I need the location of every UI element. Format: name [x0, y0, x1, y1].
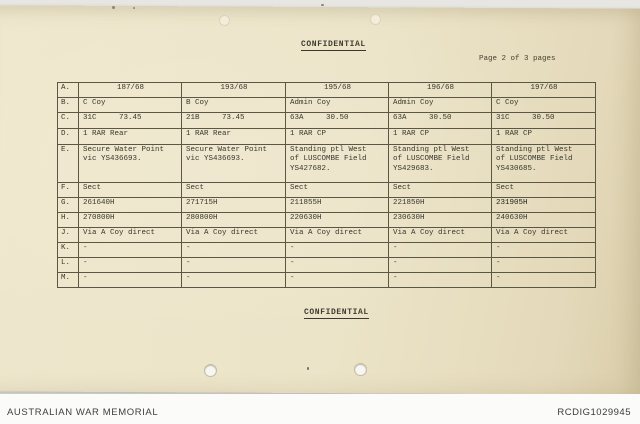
confidential-stamp-bottom: CONFIDENTIAL: [304, 308, 369, 319]
table-cell: Via A Coy direct: [388, 227, 492, 243]
table-cell: Sect: [78, 182, 182, 198]
table-cell: Standing ptl West of LUSCOMBE Field YS43…: [491, 144, 596, 183]
table-cell: -: [491, 242, 596, 258]
table-cell: -: [491, 272, 596, 288]
table-row: F. Sect Sect Sect Sect Sect: [57, 182, 596, 198]
table-cell: 31C 73.45: [78, 112, 182, 129]
table-row: C. 31C 73.45 21B 73.45 63A 30.50 63A 30.50 31…: [57, 112, 596, 129]
row-label: F.: [57, 182, 79, 198]
table-cell: 1 RAR CP: [285, 128, 389, 145]
table-cell: -: [285, 242, 389, 258]
paper-speck: [112, 6, 115, 9]
table-cell: 270800H: [78, 212, 182, 228]
punch-hole: [370, 14, 381, 25]
punch-hole: [204, 364, 217, 377]
table-row: D. 1 RAR Rear 1 RAR Rear 1 RAR CP 1 RAR CP 1 …: [57, 128, 596, 145]
table-row: G. 261640H 271715H 211855H 221850H 231905H: [57, 197, 596, 213]
table-cell: 63A 30.50: [285, 112, 389, 129]
table-cell: 1 RAR Rear: [78, 128, 182, 145]
table-cell: Via A Coy direct: [78, 227, 182, 243]
viewer-footer-bar: AUSTRALIAN WAR MEMORIAL RCDIG1029945: [0, 394, 640, 424]
row-label: L.: [57, 257, 79, 273]
table-cell: 231905H: [491, 197, 596, 213]
table-cell: 240630H: [491, 212, 596, 228]
table-cell: 271715H: [181, 197, 286, 213]
table-cell: -: [388, 272, 492, 288]
table-cell: Secure Water Point vic YS436693.: [78, 144, 182, 183]
table-cell: C Coy: [78, 97, 182, 113]
row-label: C.: [57, 112, 79, 129]
table-row: A. 187/68 193/68 195/68 196/68 197/68: [57, 82, 596, 98]
table-cell: -: [388, 242, 492, 258]
table-cell: -: [285, 272, 389, 288]
table-cell: Sect: [388, 182, 492, 198]
table-cell: B Coy: [181, 97, 286, 113]
row-label: K.: [57, 242, 79, 258]
row-label: M.: [57, 272, 79, 288]
table-cell: Standing ptl West of LUSCOMBE Field YS42…: [388, 144, 492, 183]
table-cell: -: [78, 272, 182, 288]
page-number-label: Page 2 of 3 pages: [479, 55, 556, 63]
table-row: M. - - - - -: [57, 272, 596, 288]
paper-speck: [307, 367, 309, 370]
table-cell: 220630H: [285, 212, 389, 228]
table-cell: Standing ptl West of LUSCOMBE Field YS42…: [285, 144, 389, 183]
table-cell: 195/68: [285, 82, 389, 98]
table-row: E. Secure Water Point vic YS436693. Secure…: [57, 144, 596, 183]
confidential-stamp-top: CONFIDENTIAL: [301, 40, 366, 51]
table-cell: -: [388, 257, 492, 273]
table-cell: Secure Water Point vic YS436693.: [181, 144, 286, 183]
table-cell: C Coy: [491, 97, 596, 113]
table-cell: 1 RAR Rear: [181, 128, 286, 145]
table-row: H. 270800H 280800H 220630H 230630H 240630H: [57, 212, 596, 228]
row-label: G.: [57, 197, 79, 213]
paper-speck: [133, 7, 135, 9]
row-label: D.: [57, 128, 79, 145]
row-label: E.: [57, 144, 79, 183]
table-cell: 211855H: [285, 197, 389, 213]
table-cell: 230630H: [388, 212, 492, 228]
paper-speck: [321, 4, 324, 6]
table-cell: -: [181, 272, 286, 288]
punch-hole: [354, 363, 367, 376]
table-cell: 21B 73.45: [181, 112, 286, 129]
table-row: L. - - - - -: [57, 257, 596, 273]
operations-schedule-table: A. 187/68 193/68 195/68 196/68 197/68 B. C Coy B…: [57, 82, 596, 288]
table-cell: -: [491, 257, 596, 273]
table-cell: 196/68: [388, 82, 492, 98]
punch-hole: [219, 15, 230, 26]
table-cell: Via A Coy direct: [181, 227, 286, 243]
table-cell: -: [181, 242, 286, 258]
table-cell: -: [78, 242, 182, 258]
row-label: B.: [57, 97, 79, 113]
table-cell: 221850H: [388, 197, 492, 213]
table-cell: -: [78, 257, 182, 273]
table-cell: Admin Coy: [285, 97, 389, 113]
table-row: B. C Coy B Coy Admin Coy Admin Coy C Coy: [57, 97, 596, 113]
archive-name-label: AUSTRALIAN WAR MEMORIAL: [7, 407, 159, 418]
row-label: H.: [57, 212, 79, 228]
table-cell: 1 RAR CP: [491, 128, 596, 145]
table-cell: 187/68: [78, 82, 182, 98]
table-cell: -: [181, 257, 286, 273]
table-row: J. Via A Coy direct Via A Coy direct Via A …: [57, 227, 596, 243]
record-id-label: RCDIG1029945: [557, 407, 631, 418]
table-cell: Sect: [285, 182, 389, 198]
row-label: J.: [57, 227, 79, 243]
table-cell: 197/68: [491, 82, 596, 98]
table-cell: Admin Coy: [388, 97, 492, 113]
table-cell: 63A 30.50: [388, 112, 492, 129]
table-cell: Via A Coy direct: [491, 227, 596, 243]
table-cell: 261640H: [78, 197, 182, 213]
table-row: K. - - - - -: [57, 242, 596, 258]
table-cell: -: [285, 257, 389, 273]
table-cell: Sect: [181, 182, 286, 198]
table-cell: 193/68: [181, 82, 286, 98]
row-label: A.: [57, 82, 79, 98]
table-cell: 280800H: [181, 212, 286, 228]
table-cell: Via A Coy direct: [285, 227, 389, 243]
table-cell: 31C 30.50: [491, 112, 596, 129]
table-cell: 1 RAR CP: [388, 128, 492, 145]
table-cell: Sect: [491, 182, 596, 198]
